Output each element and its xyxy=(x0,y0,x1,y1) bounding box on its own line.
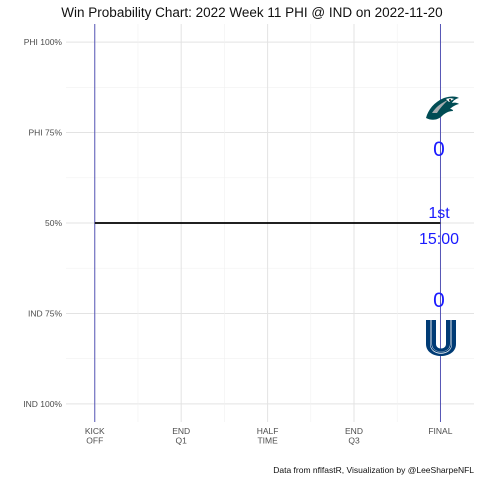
x-tick-label-line: TIME xyxy=(257,436,278,446)
x-tick-label-line: END xyxy=(345,426,363,436)
home-score: 0 xyxy=(433,289,445,312)
x-tick-label-line: END xyxy=(172,426,190,436)
x-tick-label-line: KICK xyxy=(85,426,105,436)
x-tick-label: END Q1 xyxy=(172,426,190,446)
chart-title: Win Probability Chart: 2022 Week 11 PHI … xyxy=(61,5,442,20)
x-tick-label: HALF TIME xyxy=(257,426,279,446)
x-tick-label: FINAL xyxy=(428,426,452,436)
y-axis-labels: PHI 100% PHI 75% 50% IND 75% IND 100% xyxy=(23,37,62,409)
x-tick-label-line: OFF xyxy=(86,436,103,446)
eagles-logo-icon xyxy=(426,96,459,120)
game-clock: 15:00 xyxy=(419,231,459,248)
y-tick-label: 50% xyxy=(45,218,62,228)
y-tick-label: IND 100% xyxy=(23,399,62,409)
x-tick-label-line: Q1 xyxy=(176,436,188,446)
x-tick-label: END Q3 xyxy=(345,426,363,446)
x-tick-label: KICK OFF xyxy=(85,426,105,446)
y-tick-label: IND 75% xyxy=(28,308,62,318)
y-tick-label: PHI 75% xyxy=(28,128,62,138)
y-tick-label: PHI 100% xyxy=(24,37,63,47)
x-tick-label-line: FINAL xyxy=(428,426,452,436)
chart-caption: Data from nflfastR, Visualization by @Le… xyxy=(273,465,474,475)
away-score: 0 xyxy=(433,138,445,161)
x-tick-label-line: HALF xyxy=(257,426,279,436)
x-tick-label-line: Q3 xyxy=(348,436,360,446)
game-quarter: 1st xyxy=(428,205,450,222)
colts-logo-icon xyxy=(426,320,456,356)
